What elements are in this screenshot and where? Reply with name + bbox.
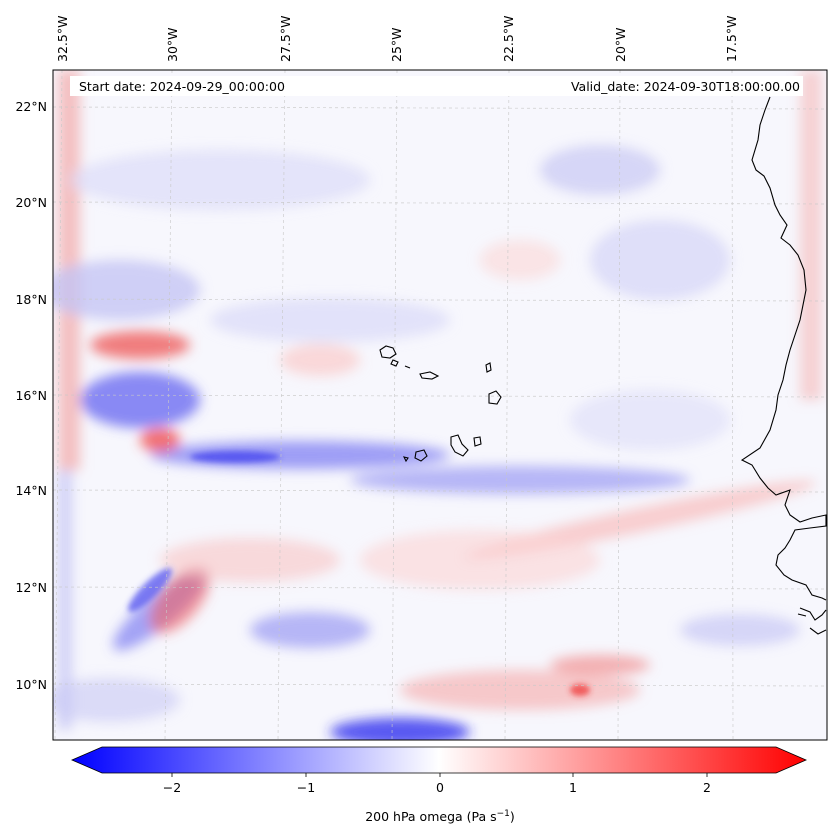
omega-field	[53, 70, 827, 740]
colorbar-title: 200 hPa omega (Pa s−1)	[365, 809, 515, 824]
lon-label-17-5w: 17.5°W	[724, 16, 739, 62]
colorbar-tick-0: 0	[436, 780, 444, 795]
gridlines	[53, 70, 827, 740]
valid-date-label: Valid_date: 2024-09-30T18:00:00.00	[571, 79, 800, 94]
colorbar-tick-neg2: −2	[163, 780, 181, 795]
colorbar-ticks	[171, 773, 708, 777]
lat-label-18n: 18°N	[15, 292, 47, 307]
lon-label-32-5w: 32.5°W	[55, 16, 70, 62]
lon-label-22-5w: 22.5°W	[501, 16, 516, 62]
colorbar-tick-neg1: −1	[297, 780, 315, 795]
coastline-guinea	[797, 607, 827, 635]
colorbar: −2 −1 0 1 2 200 hPa omega (Pa s−1)	[70, 746, 808, 824]
lon-label-20w: 20°W	[613, 27, 628, 62]
lat-label-22n: 22°N	[15, 99, 47, 114]
lat-label-10n: 10°N	[15, 677, 47, 692]
lon-label-30w: 30°W	[165, 27, 180, 62]
coastline-africa	[740, 96, 827, 601]
lat-label-14n: 14°N	[15, 483, 47, 498]
colorbar-tick-1: 1	[569, 780, 577, 795]
lon-label-27-5w: 27.5°W	[278, 16, 293, 62]
map-frame	[52, 69, 828, 741]
colorbar-bar	[70, 746, 808, 774]
annotation-bar	[70, 76, 803, 96]
lat-label-12n: 12°N	[15, 580, 47, 595]
lat-labels: 22°N 20°N 18°N 16°N 14°N 12°N 10°N	[15, 99, 47, 692]
lon-label-25w: 25°W	[389, 27, 404, 62]
lat-label-16n: 16°N	[15, 388, 47, 403]
cape-verde-islands	[379, 345, 502, 463]
lat-label-20n: 20°N	[15, 195, 47, 210]
lon-labels: 32.5°W 30°W 27.5°W 25°W 22.5°W 20°W 17.5…	[55, 16, 739, 62]
start-date-label: Start date: 2024-09-29_00:00:00	[79, 79, 285, 94]
colorbar-tick-2: 2	[703, 780, 711, 795]
